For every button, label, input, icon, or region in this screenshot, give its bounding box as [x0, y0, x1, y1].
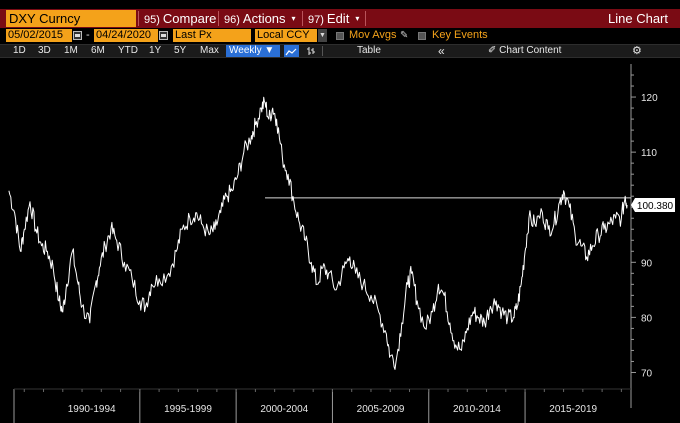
bar-chart-type-icon[interactable]: [306, 45, 316, 57]
edit-menu-number: 97): [308, 14, 324, 26]
mov-avgs-label: Mov Avgs: [349, 29, 397, 41]
plot-area: 100.380: [8, 96, 675, 370]
period-6m-button[interactable]: 6M: [91, 45, 105, 56]
y-axis: 708090100110120: [630, 64, 658, 408]
last-value-badge: [631, 198, 675, 213]
series-line: [8, 96, 628, 370]
compare-menu[interactable]: 95) Compare: [144, 9, 216, 28]
date-range-separator: -: [86, 29, 90, 41]
frequency-dropdown[interactable]: Weekly ▼: [226, 45, 280, 57]
x-tick-label: 2015-2019: [549, 404, 597, 415]
mov-avgs-checkbox[interactable]: [336, 32, 344, 40]
key-events-label: Key Events: [432, 29, 488, 41]
collapse-icon[interactable]: «: [438, 44, 445, 58]
compare-menu-number: 95): [144, 14, 160, 26]
gear-icon[interactable]: ⚙: [632, 45, 642, 57]
period-5y-button[interactable]: 5Y: [174, 45, 187, 56]
chevron-down-icon: ▾: [355, 14, 360, 23]
menu-separator: [218, 11, 219, 26]
chart-type-title: Line Chart: [608, 11, 668, 26]
chart-content-label: Chart Content: [499, 45, 562, 56]
chevron-down-icon: ▾: [291, 14, 296, 23]
x-tick-label: 2010-2014: [453, 404, 501, 415]
end-date-field[interactable]: 04/24/2020: [94, 29, 158, 42]
key-events-checkbox[interactable]: [418, 32, 426, 40]
y-tick-label: 120: [641, 93, 658, 104]
period-1d-button[interactable]: 1D: [13, 45, 26, 56]
calendar-icon[interactable]: [73, 31, 82, 40]
table-button[interactable]: Table: [357, 45, 381, 56]
y-tick-label: 80: [641, 313, 653, 324]
period-1y-button[interactable]: 1Y: [149, 45, 162, 56]
x-tick-label: 1990-1994: [68, 404, 116, 415]
chevron-down-icon[interactable]: ▼: [318, 29, 327, 42]
period-1m-button[interactable]: 1M: [64, 45, 78, 56]
brush-icon: ✐: [488, 45, 497, 56]
period-3d-button[interactable]: 3D: [38, 45, 51, 56]
ticker-input[interactable]: DXY Curncy: [6, 10, 136, 27]
edit-menu[interactable]: 97) Edit ▾: [308, 9, 359, 28]
y-tick-label: 90: [641, 258, 653, 269]
menu-separator: [365, 11, 366, 26]
actions-menu-label: Actions: [242, 11, 286, 26]
x-tick-label: 2005-2009: [357, 404, 405, 415]
pencil-icon[interactable]: ✎: [400, 30, 409, 41]
y-tick-label: 110: [641, 148, 657, 159]
x-tick-label: 1995-1999: [164, 404, 212, 415]
price-field-selector[interactable]: Last Px: [173, 29, 251, 42]
x-tick-label: 2000-2004: [260, 404, 308, 415]
calendar-icon[interactable]: [159, 31, 168, 40]
period-ytd-button[interactable]: YTD: [118, 45, 138, 56]
edit-menu-label: Edit: [326, 11, 350, 26]
actions-menu-number: 96): [224, 14, 240, 26]
command-bar: DXY Curncy 95) Compare 96) Actions ▾ 97) Edi…: [0, 9, 680, 28]
period-max-button[interactable]: Max: [200, 45, 219, 56]
actions-menu[interactable]: 96) Actions ▾: [224, 9, 296, 28]
menu-separator: [138, 11, 139, 26]
x-axis: 1990-1994 1995-1999 2000-2004 2005-2009 2010…: [13, 388, 631, 423]
period-toolbar: 1D 3D 1M 6M YTD 1Y 5Y Max Weekly ▼ Table…: [0, 44, 680, 58]
chart-content-button[interactable]: ✐ Chart Content: [488, 45, 561, 57]
currency-selector[interactable]: Local CCY: [255, 29, 317, 42]
line-chart-icon[interactable]: [284, 45, 299, 57]
toolbar-separator: [322, 46, 323, 56]
start-date-field[interactable]: 05/02/2015: [6, 29, 72, 42]
y-tick-label: 70: [641, 368, 653, 379]
last-value-label: 100.380: [637, 201, 674, 212]
compare-menu-label: Compare: [162, 11, 217, 26]
menu-separator: [302, 11, 303, 26]
price-chart[interactable]: 708090100110120 1990-19941995-19992000-2…: [0, 58, 680, 423]
chart-parameters-bar: 05/02/2015 - 04/24/2020 Last Px Local CC…: [0, 29, 680, 43]
